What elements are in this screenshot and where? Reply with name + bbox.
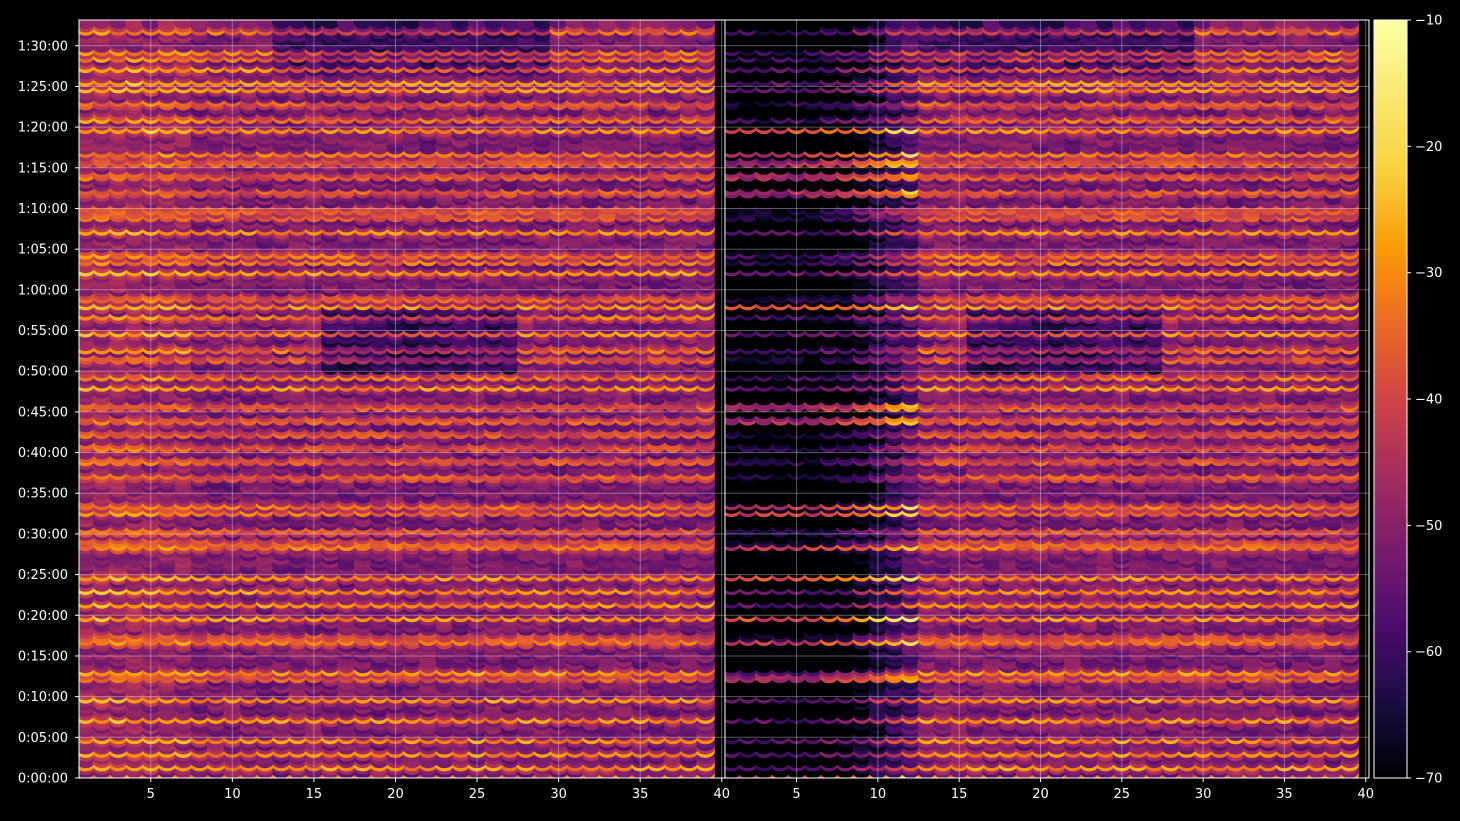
heatmap-left-panel (79, 20, 715, 778)
